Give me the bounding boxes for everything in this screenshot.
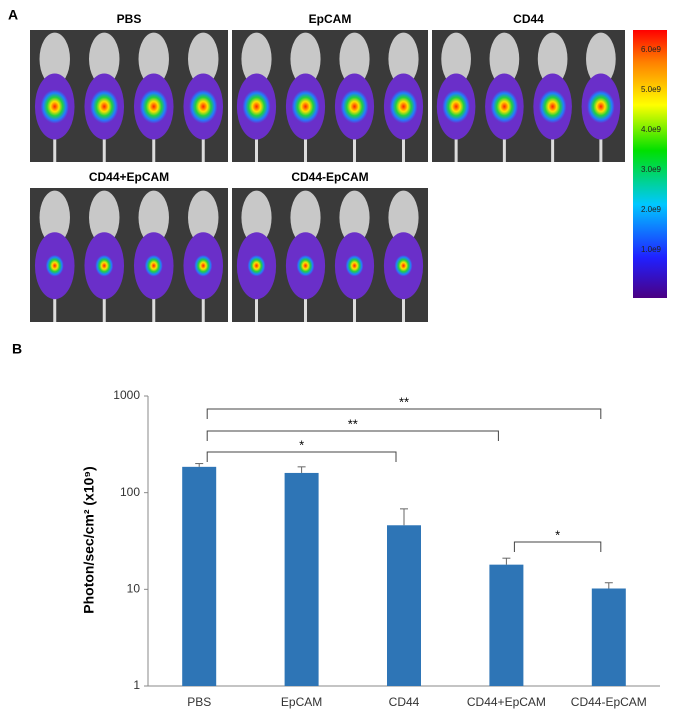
significance-label: * — [555, 527, 560, 542]
group-title: CD44+EpCAM — [89, 170, 169, 184]
bar — [591, 588, 626, 686]
mouse-head — [89, 190, 120, 245]
mouse-head — [489, 32, 520, 86]
mouse-head — [339, 190, 370, 245]
bar — [182, 466, 217, 686]
signal — [394, 255, 413, 277]
significance-bracket — [206, 430, 499, 441]
signal — [340, 89, 369, 124]
panel-label: B — [12, 341, 22, 357]
mouse-head — [537, 32, 568, 86]
group-title: CD44-EpCAM — [291, 170, 368, 184]
bar — [284, 472, 319, 686]
y-tick-label: 100 — [120, 485, 140, 499]
group-title: PBS — [117, 12, 142, 26]
mouse-head — [89, 32, 120, 86]
mouse-head — [188, 190, 219, 245]
mouse-head — [188, 32, 219, 86]
significance-bracket — [206, 408, 602, 419]
colorbar-label: 4.0e9 — [641, 125, 662, 134]
bar — [489, 564, 524, 686]
signal — [345, 255, 364, 277]
signal — [45, 254, 64, 277]
colorbar-label: 6.0e9 — [641, 45, 662, 54]
panel-label: A — [8, 7, 18, 23]
y-tick-label: 1000 — [113, 388, 140, 402]
mouse-head — [586, 32, 616, 86]
colorbar-label: 3.0e9 — [641, 165, 662, 174]
significance-label: * — [299, 437, 304, 452]
mouse-head — [138, 190, 169, 245]
mouse-head — [138, 32, 169, 86]
y-tick-label: 10 — [127, 582, 141, 596]
mouse-head — [39, 190, 70, 245]
bar — [387, 525, 421, 686]
mouse-head — [290, 190, 321, 245]
significance-label: ** — [348, 416, 358, 431]
x-tick-label: PBS — [187, 695, 211, 709]
mouse-head — [241, 32, 272, 86]
x-tick-label: EpCAM — [281, 695, 322, 709]
significance-label: ** — [399, 394, 409, 409]
signal — [442, 90, 470, 124]
mouse-head — [290, 32, 321, 86]
x-tick-label: CD44 — [389, 695, 420, 709]
mouse-head — [388, 190, 419, 245]
y-tick-label: 1 — [133, 678, 140, 692]
mouse-head — [241, 190, 272, 245]
mouse-head — [388, 32, 419, 86]
group-title: CD44 — [513, 12, 544, 26]
significance-bracket — [513, 541, 602, 552]
signal — [291, 89, 320, 124]
y-axis-label: Photon/sec/cm² (x10⁹) — [81, 466, 97, 613]
signal — [95, 254, 114, 277]
signal — [139, 89, 168, 124]
signal — [538, 90, 567, 124]
colorbar-label: 2.0e9 — [641, 205, 662, 214]
colorbar-label: 1.0e9 — [641, 245, 662, 254]
colorbar-label: 5.0e9 — [641, 85, 662, 94]
signal — [189, 89, 218, 124]
x-tick-label: CD44-EpCAM — [571, 695, 647, 709]
signal — [90, 89, 119, 124]
signal — [40, 89, 69, 124]
group-title: EpCAM — [309, 12, 352, 26]
signal — [144, 254, 163, 277]
colorbar — [633, 30, 667, 298]
signal — [242, 89, 271, 124]
significance-bracket — [206, 451, 397, 462]
signal — [194, 254, 213, 277]
mouse-head — [441, 32, 471, 86]
signal — [587, 90, 615, 124]
mouse-head — [339, 32, 370, 86]
signal — [389, 89, 418, 124]
mouse-head — [39, 32, 70, 86]
signal — [490, 90, 519, 124]
x-tick-label: CD44+EpCAM — [467, 695, 546, 709]
signal — [247, 255, 266, 277]
signal — [296, 255, 315, 277]
